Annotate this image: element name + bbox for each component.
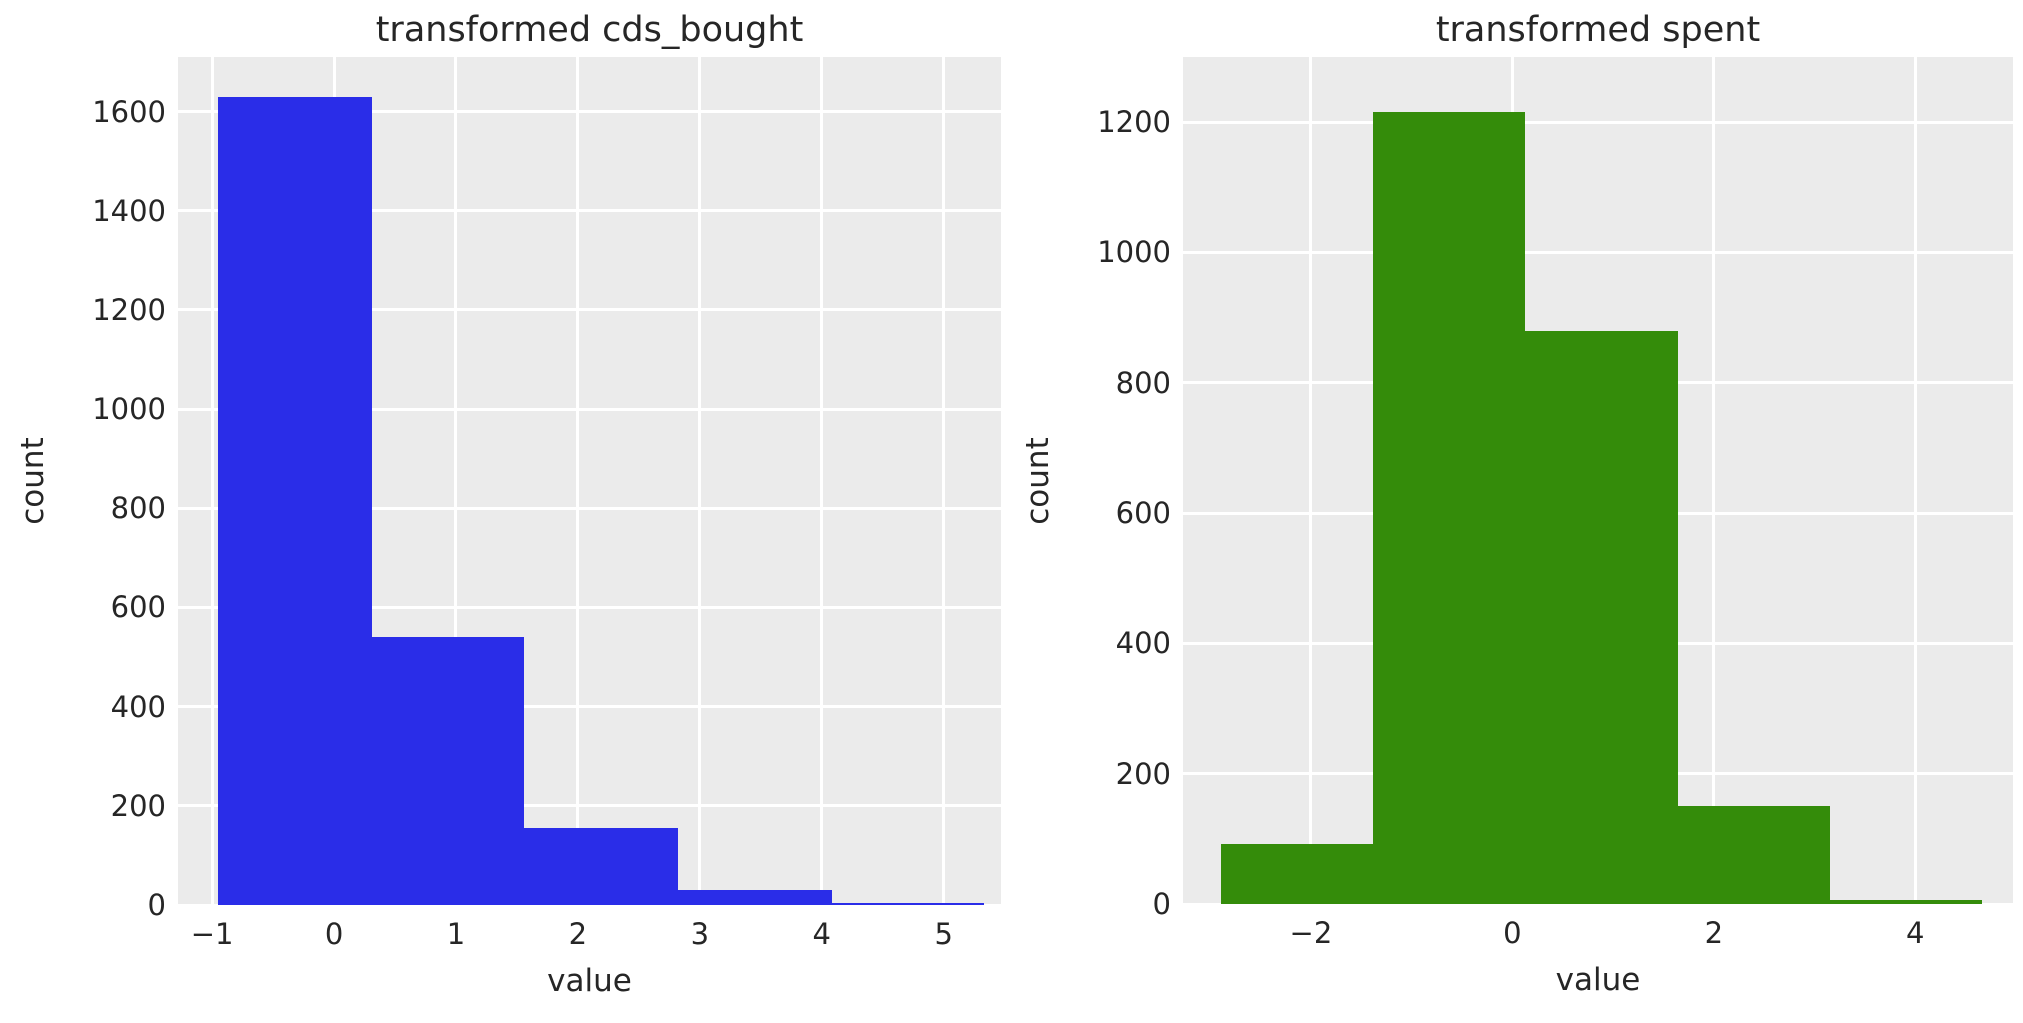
right-axes-area <box>1183 57 2013 904</box>
horizontal-gridline <box>178 506 1001 510</box>
y-tick-label: 0 <box>147 888 166 922</box>
vertical-gridline <box>454 57 458 905</box>
right-chart-title: transformed spent <box>1435 10 1761 50</box>
horizontal-gridline <box>178 308 1001 312</box>
horizontal-gridline <box>178 605 1001 609</box>
y-tick-label: 800 <box>1115 365 1171 400</box>
vertical-gridline <box>576 57 580 905</box>
left-chart-title: transformed cds_bought <box>375 10 804 50</box>
x-tick-label: 5 <box>934 917 953 951</box>
histogram-bar <box>371 637 525 905</box>
horizontal-gridline <box>1183 250 2013 254</box>
histogram-bar <box>1373 112 1526 904</box>
horizontal-gridline <box>1183 120 2013 124</box>
histogram-bar <box>1221 844 1374 904</box>
vertical-gridline <box>1309 57 1313 904</box>
y-tick-label: 600 <box>1115 496 1171 531</box>
y-tick-label: 1400 <box>92 193 166 228</box>
y-tick-label: 1000 <box>1097 235 1171 270</box>
y-tick-label: 200 <box>1115 756 1171 791</box>
y-tick-label: 0 <box>1152 887 1171 921</box>
y-tick-label: 1000 <box>92 392 166 427</box>
y-tick-label: 200 <box>110 788 166 823</box>
y-tick-label: 800 <box>110 491 166 526</box>
vertical-gridline <box>210 57 214 905</box>
histogram-bar <box>1677 806 1830 904</box>
x-tick-label: 4 <box>812 917 831 951</box>
y-tick-label: 600 <box>110 590 166 625</box>
vertical-gridline <box>820 57 824 905</box>
histogram-bar <box>218 96 372 905</box>
horizontal-gridline <box>178 110 1001 114</box>
x-tick-label: 0 <box>324 917 344 951</box>
right-x-axis-label: value <box>1555 962 1641 998</box>
vertical-gridline <box>698 57 702 905</box>
histogram-bar <box>831 903 984 905</box>
y-tick-label: 400 <box>1115 626 1171 661</box>
horizontal-gridline <box>178 407 1001 411</box>
vertical-gridline <box>1712 57 1716 904</box>
right-y-axis-label: count <box>1020 436 1056 525</box>
x-tick-label: 1 <box>446 917 466 951</box>
x-tick-label: 0 <box>1503 916 1522 950</box>
left-axes-area <box>178 57 1001 905</box>
x-tick-label: 2 <box>568 917 588 951</box>
x-tick-label: −2 <box>1289 916 1333 950</box>
x-tick-label: 2 <box>1704 916 1724 950</box>
histogram-bar <box>524 828 678 905</box>
left-x-axis-label: value <box>547 963 632 999</box>
horizontal-gridline <box>178 209 1001 213</box>
vertical-gridline <box>942 57 946 905</box>
y-tick-label: 1200 <box>1097 105 1171 140</box>
histogram-bar <box>1525 330 1678 904</box>
histogram-bar <box>1829 900 1982 904</box>
vertical-gridline <box>1913 57 1917 904</box>
x-tick-label: 4 <box>1906 916 1925 950</box>
x-tick-label: 3 <box>690 917 710 951</box>
histogram-bar <box>677 890 832 905</box>
y-tick-label: 1200 <box>92 292 166 327</box>
horizontal-gridline <box>178 804 1001 808</box>
y-tick-label: 1600 <box>92 94 166 129</box>
horizontal-gridline <box>178 705 1001 709</box>
y-tick-label: 400 <box>110 689 166 724</box>
x-tick-label: −1 <box>190 917 234 951</box>
